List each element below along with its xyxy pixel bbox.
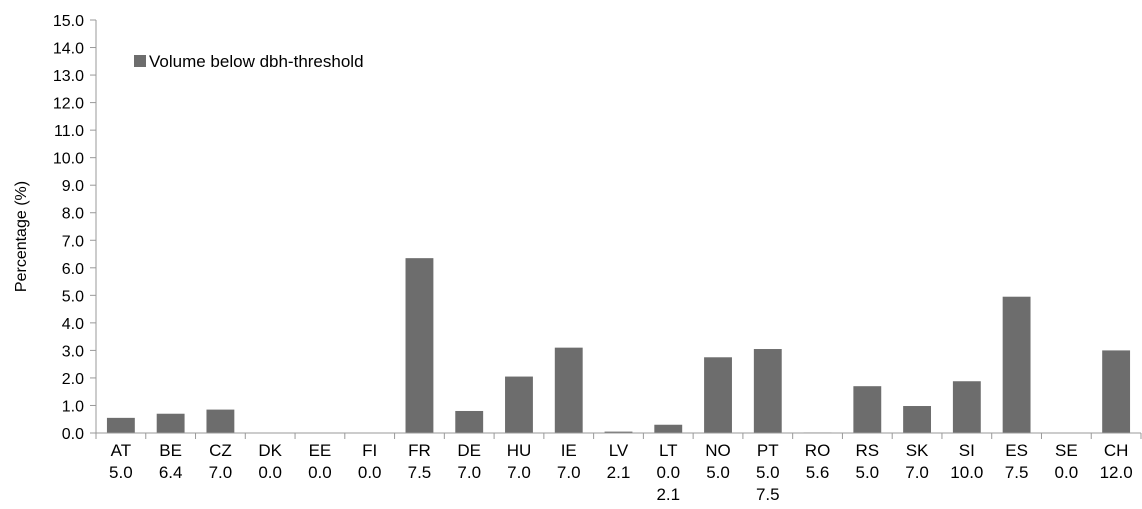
x-threshold-label: 5.0 [706,463,730,482]
y-tick-label: 0.0 [62,426,84,443]
bar-hu [505,376,533,433]
bar-pt [753,349,782,433]
y-axis-title: Percentage (%) [13,181,30,292]
x-category-label: FI [362,441,377,460]
bar-es [1002,296,1031,433]
x-category-label: SE [1055,441,1078,460]
x-threshold-label: 0.0 [358,463,382,482]
x-threshold-label: 7.5 [1005,463,1029,482]
x-threshold-label: 7.0 [905,463,929,482]
bar-be [156,413,185,433]
x-category-label: BE [159,441,182,460]
y-tick-label: 7.0 [62,233,84,250]
bar-ch [1102,350,1131,433]
legend-swatch [134,55,146,67]
bar-lt [654,424,683,433]
x-category-label: EE [309,441,332,460]
bars [106,258,1131,433]
x-category-label: LV [609,441,629,460]
y-tick-label: 11.0 [54,123,84,140]
legend-label: Volume below dbh-threshold [149,52,364,71]
y-tick-label: 1.0 [62,398,84,415]
y-axis: 0.0 1.0 2.0 3.0 4.0 5.0 6.0 7.0 8.0 9.0 10.0 11.0 12… [53,13,97,443]
y-tick-label: 13.0 [53,68,84,85]
x-category-label: RS [855,441,879,460]
y-tick-label: 12.0 [53,96,84,113]
x-threshold-label: 5.0 [109,463,133,482]
y-tick-label: 15.0 [53,13,84,30]
x-threshold-label: 0.0 [1055,463,1079,482]
bar-de [455,410,484,433]
x-threshold-label: 5.0 [855,463,879,482]
x-threshold-label: 0.0 [308,463,332,482]
bar-si [952,381,981,433]
x-threshold-label: 7.0 [507,463,531,482]
x-threshold-label: 5.0 [756,463,780,482]
x-threshold-label: 0.0 [258,463,282,482]
x-category-label: PT [757,441,779,460]
x-threshold-label: 7.0 [457,463,481,482]
y-tick-label: 14.0 [53,41,84,58]
bar-sk [903,406,932,433]
x-threshold-label: 7.5 [408,463,432,482]
x-category-label: SI [959,441,975,460]
y-tick-label: 2.0 [62,371,84,388]
bar-fr [405,258,434,433]
x-threshold-label: 7.0 [209,463,233,482]
y-tick-label: 5.0 [62,288,84,305]
x-category-label: HU [507,441,532,460]
x-threshold-label: 2.1 [607,463,631,482]
bar-no [704,357,732,433]
x-category-label: FR [408,441,431,460]
bar-lv [604,431,633,433]
x-category-label: IE [561,441,577,460]
x-category-label: AT [111,441,131,460]
bar-at [106,417,135,433]
y-tick-label: 4.0 [62,316,84,333]
x-threshold-label: 12.0 [1100,463,1133,482]
x-category-label: CZ [209,441,232,460]
bar-cz [206,409,235,433]
x-threshold-label: 7.0 [557,463,581,482]
x-category-label: NO [705,441,731,460]
x-category-label: RO [805,441,831,460]
bar-rs [853,386,882,433]
bar-ie [554,347,583,433]
x-category-label: LT [659,441,678,460]
x-category-label: CH [1104,441,1129,460]
x-threshold-label: 5.6 [806,463,830,482]
y-tick-label: 8.0 [62,206,84,223]
x-category-label: SK [906,441,929,460]
y-tick-label: 9.0 [62,178,84,195]
y-tick-label: 10.0 [53,151,84,168]
x-category-label: DE [457,441,481,460]
x-threshold-label: 10.0 [950,463,983,482]
x-axis: AT 5.0 BE 6.4 CZ 7.0 DK 0.0 EE 0.0 FI 0.0 FR 7.5 DE 7.0… [95,432,1142,504]
legend: Volume below dbh-threshold [134,52,364,71]
x-threshold-label: 2.1 [656,485,680,504]
x-threshold-label: 6.4 [159,463,183,482]
x-category-label: ES [1005,441,1028,460]
x-category-label: DK [258,441,282,460]
x-threshold-label: 0.0 [656,463,680,482]
y-tick-label: 3.0 [62,343,84,360]
y-tick-label: 6.0 [62,261,84,278]
x-threshold-label: 7.5 [756,485,780,504]
